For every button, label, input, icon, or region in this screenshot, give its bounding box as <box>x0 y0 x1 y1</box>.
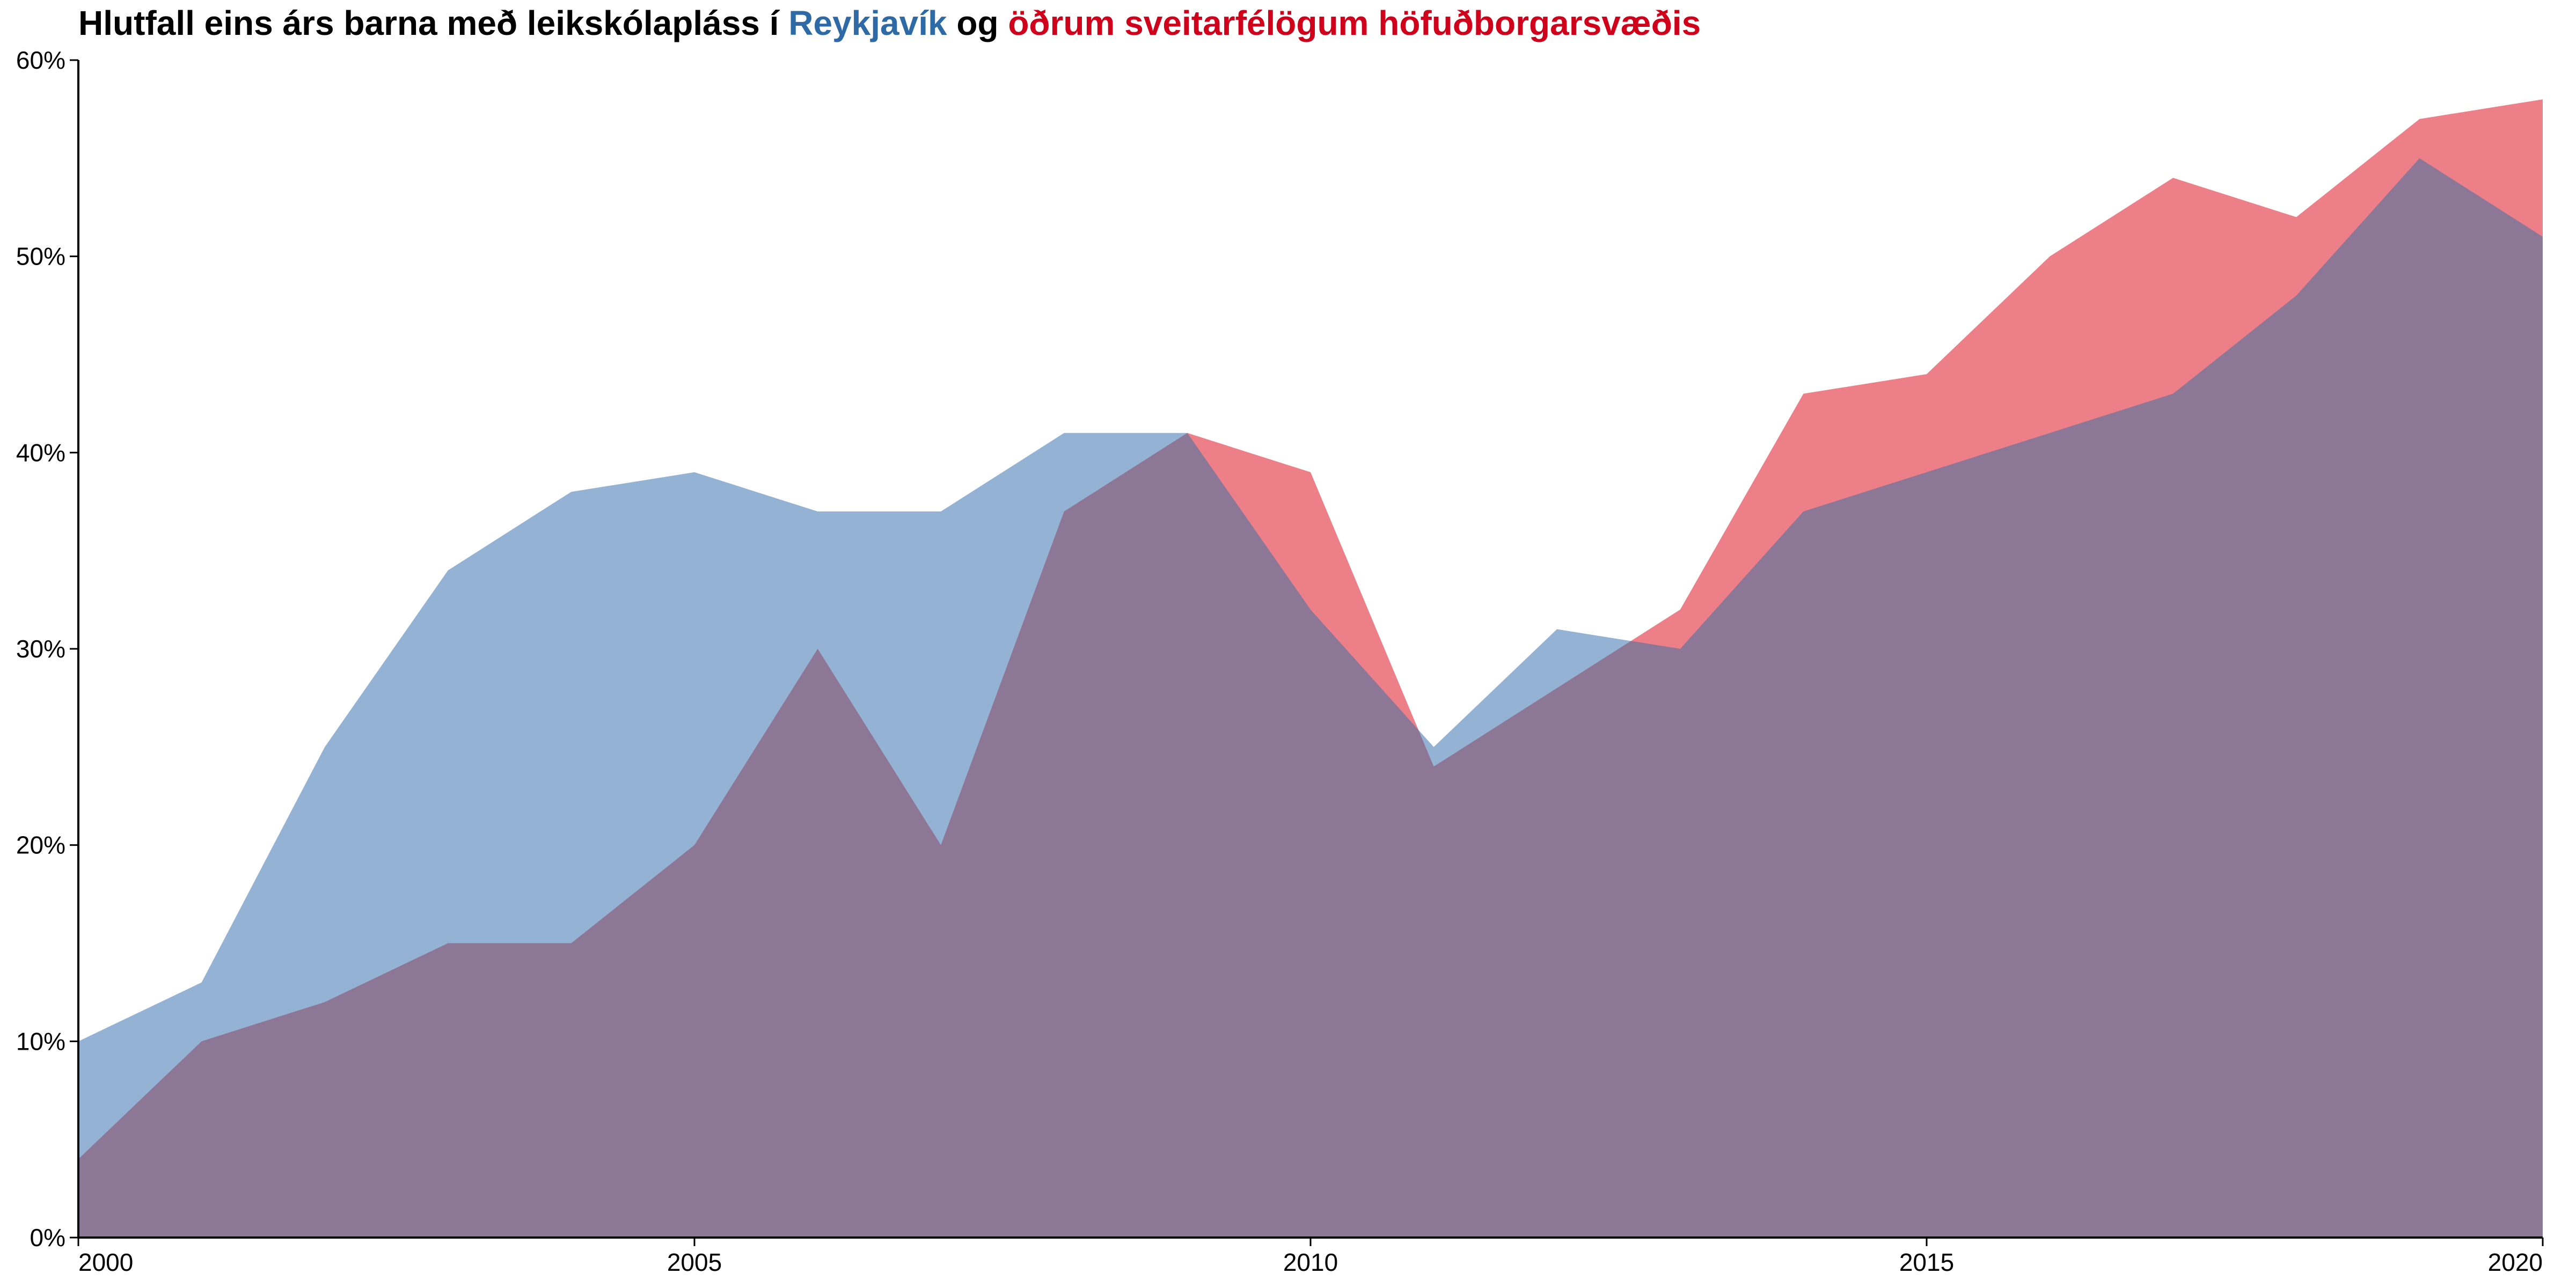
title-part-other-municipalities: öðrum sveitarfélögum höfuðborgarsvæðis <box>1008 4 1701 42</box>
axes: 0% 10% 20% 30% 40% 50% 60% 2000 2005 2010 2015 202… <box>16 46 2544 1276</box>
x-ticks: 2000 2005 2010 2015 2020 <box>77 1238 2544 1276</box>
y-tick-label: 30% <box>16 635 65 663</box>
y-tick-label: 60% <box>16 46 65 74</box>
plot-area <box>78 99 2543 1238</box>
y-tick-label: 10% <box>16 1027 65 1055</box>
y-tick-label: 20% <box>16 831 65 859</box>
x-tick-label: 2005 <box>667 1248 722 1276</box>
x-tick-label: 2000 <box>78 1248 133 1276</box>
y-ticks: 0% 10% 20% 30% 40% 50% 60% <box>16 46 78 1252</box>
chart-title: Hlutfall eins árs barna með leikskólaplá… <box>78 4 1701 42</box>
x-tick-label: 2010 <box>1283 1248 1338 1276</box>
title-part-intro: Hlutfall eins árs barna með leikskólaplá… <box>78 4 788 42</box>
x-tick-label: 2020 <box>2488 1248 2543 1276</box>
y-tick-label: 40% <box>16 438 65 466</box>
y-tick-label: 50% <box>16 243 65 270</box>
x-tick-label: 2015 <box>1899 1248 1954 1276</box>
y-tick-label: 0% <box>30 1224 65 1252</box>
title-part-reykjavik: Reykjavík <box>788 4 947 42</box>
title-part-og: og <box>947 4 1008 42</box>
